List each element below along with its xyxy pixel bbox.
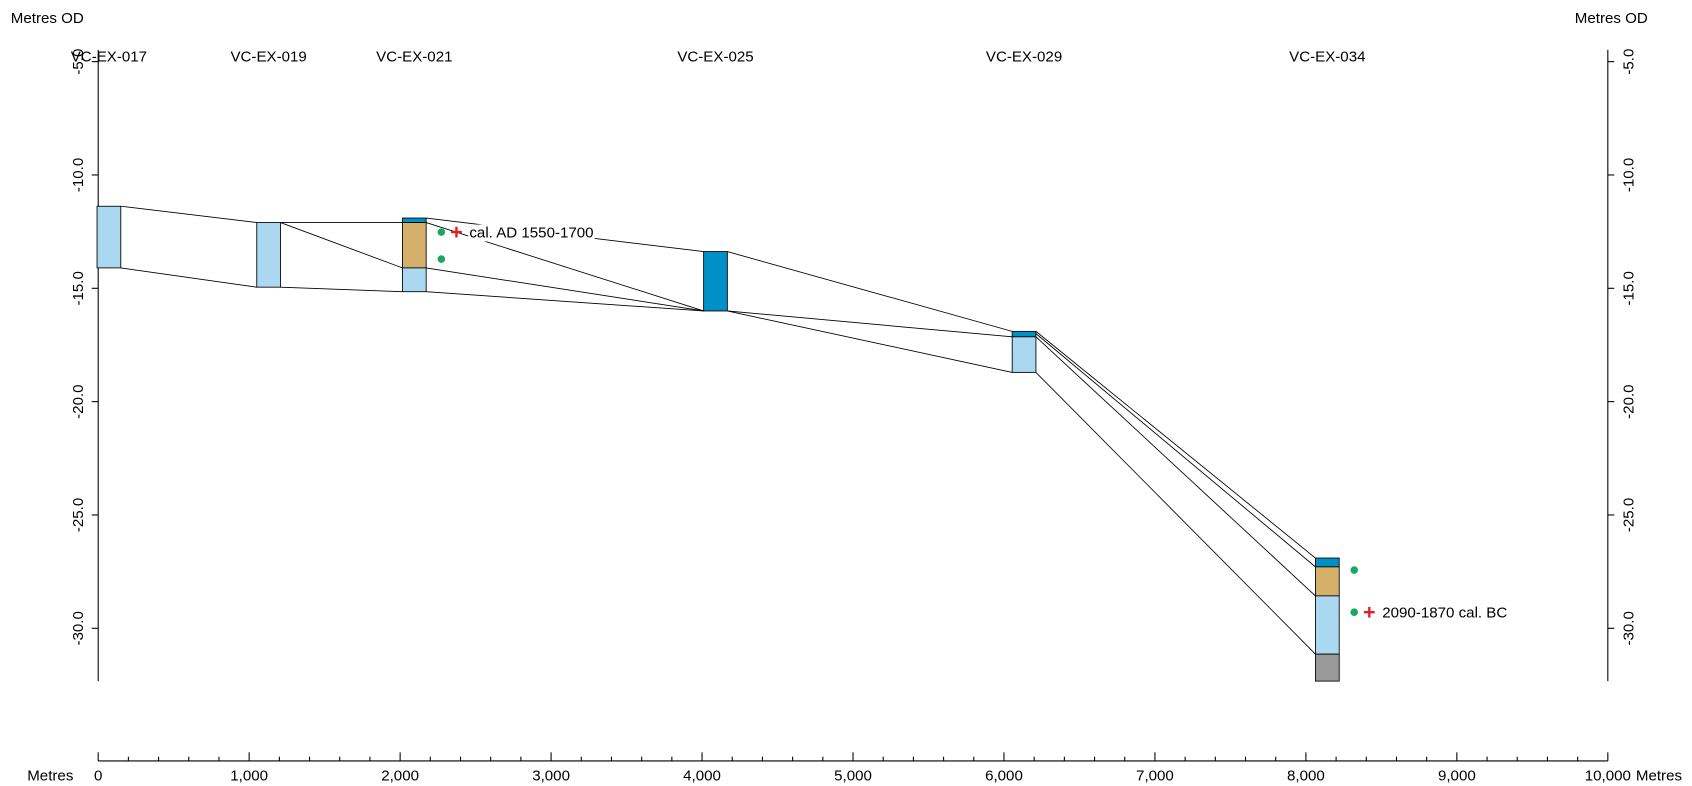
core-label: VC-EX-029 — [986, 49, 1062, 66]
x-axis-label: Metres — [27, 767, 73, 784]
core-layer — [1011, 336, 1037, 373]
y-tick-label: -5.0 — [1621, 49, 1638, 75]
x-tick-label: 5,000 — [834, 767, 872, 784]
core-label: VC-EX-025 — [677, 49, 753, 66]
y-tick-label: -15.0 — [1621, 271, 1638, 305]
y-tick-label: -25.0 — [70, 498, 87, 532]
core-layer — [1011, 330, 1037, 338]
core-layer — [1315, 653, 1340, 682]
x-tick-label: 4,000 — [683, 767, 721, 784]
core-layer — [256, 222, 281, 288]
date-label-bg — [1381, 604, 1509, 622]
core-label: VC-EX-019 — [230, 49, 306, 66]
core-layer — [1315, 595, 1340, 655]
date-marker — [1363, 606, 1375, 618]
x-tick-label: 1,000 — [230, 767, 268, 784]
y-tick-label: -15.0 — [70, 271, 87, 305]
y-tick-label: -20.0 — [1621, 384, 1638, 418]
y-tick-label: -10.0 — [1621, 158, 1638, 192]
core-layer — [1315, 557, 1340, 568]
x-tick-label: 10,000 — [1585, 767, 1631, 784]
core-label: VC-EX-017 — [71, 49, 147, 66]
core-layer — [402, 217, 427, 224]
y-tick-label: -30.0 — [1621, 611, 1638, 645]
date-label: cal. AD 1550-1700 — [469, 224, 593, 241]
y-axis-label: Metres OD — [11, 10, 84, 27]
x-tick-label: 0 — [94, 767, 102, 784]
sample-point — [437, 255, 446, 263]
correlation-line — [727, 310, 1013, 338]
correlation-line — [280, 222, 403, 269]
y-tick-label: -10.0 — [70, 158, 87, 192]
y-tick-label: -30.0 — [70, 611, 87, 645]
date-marker — [451, 226, 462, 238]
sample-point — [1350, 608, 1358, 616]
correlation-line — [280, 286, 403, 293]
core-layer — [703, 251, 728, 312]
y-tick-label: -25.0 — [1621, 498, 1638, 532]
x-axis-label: Metres — [1636, 767, 1682, 784]
correlation-line — [120, 205, 257, 223]
correlation-line — [1035, 333, 1316, 568]
correlation-line — [1035, 331, 1316, 559]
core-layer — [402, 267, 427, 293]
date-label-bg — [468, 224, 595, 242]
correlation-line — [120, 267, 257, 288]
y-tick-label: -20.0 — [70, 384, 87, 418]
y-axis-label: Metres OD — [1575, 10, 1648, 27]
correlation-line — [727, 251, 1013, 332]
correlation-line — [1035, 336, 1316, 597]
y-tick-label: -5.0 — [70, 49, 87, 75]
sample-point — [437, 228, 446, 236]
core-label: VC-EX-021 — [376, 49, 452, 66]
core-layer — [1315, 566, 1340, 597]
correlation-line — [426, 267, 704, 312]
core-layer — [96, 205, 122, 269]
date-label: 2090-1870 cal. BC — [1382, 605, 1507, 622]
x-tick-label: 7,000 — [1136, 767, 1174, 784]
x-tick-label: 2,000 — [381, 767, 419, 784]
correlation-line — [1035, 372, 1316, 655]
core-label: VC-EX-034 — [1289, 49, 1365, 66]
x-tick-label: 6,000 — [985, 767, 1023, 784]
x-tick-label: 3,000 — [532, 767, 570, 784]
x-tick-label: 9,000 — [1438, 767, 1476, 784]
correlation-line — [426, 291, 704, 312]
sample-point — [1350, 566, 1358, 574]
x-tick-label: 8,000 — [1287, 767, 1325, 784]
core-layer — [402, 222, 427, 269]
correlation-line — [727, 310, 1013, 373]
